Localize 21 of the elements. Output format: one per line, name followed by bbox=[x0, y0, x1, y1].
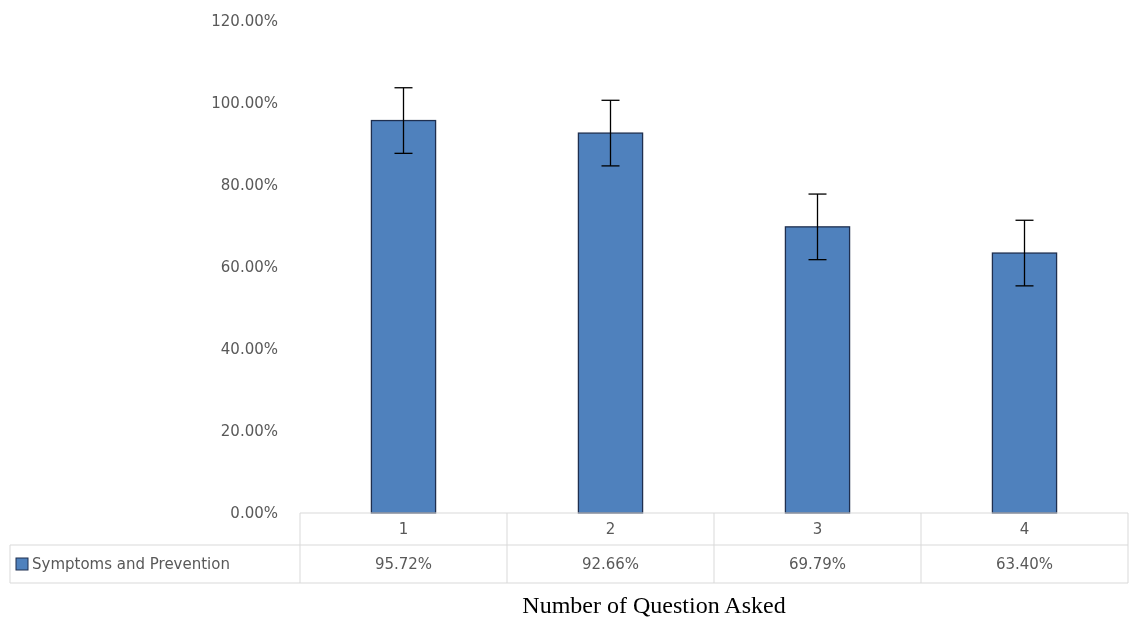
y-tick-label: 100.00% bbox=[211, 94, 278, 113]
y-tick-label: 120.00% bbox=[211, 12, 278, 31]
y-tick-label: 20.00% bbox=[220, 422, 278, 441]
x-tick-label: 1 bbox=[398, 520, 409, 539]
x-tick-label: 3 bbox=[812, 520, 823, 539]
data-label: 92.66% bbox=[581, 555, 640, 574]
legend-label: Symptoms and Prevention bbox=[32, 555, 230, 574]
y-tick-label: 40.00% bbox=[220, 340, 278, 359]
data-label: 69.79% bbox=[788, 555, 847, 574]
x-tick-label: 4 bbox=[1019, 520, 1030, 539]
y-tick-label: 0.00% bbox=[230, 504, 278, 523]
bar bbox=[370, 119, 437, 514]
x-axis-title: Number of Question Asked bbox=[522, 592, 786, 618]
data-label: 63.40% bbox=[995, 555, 1054, 574]
y-tick-label: 80.00% bbox=[220, 176, 278, 195]
x-tick-label: 2 bbox=[605, 520, 616, 539]
y-tick-label: 60.00% bbox=[220, 258, 278, 277]
bar bbox=[784, 226, 851, 514]
data-label: 95.72% bbox=[374, 555, 433, 574]
bar bbox=[577, 132, 644, 514]
bar bbox=[991, 252, 1058, 514]
